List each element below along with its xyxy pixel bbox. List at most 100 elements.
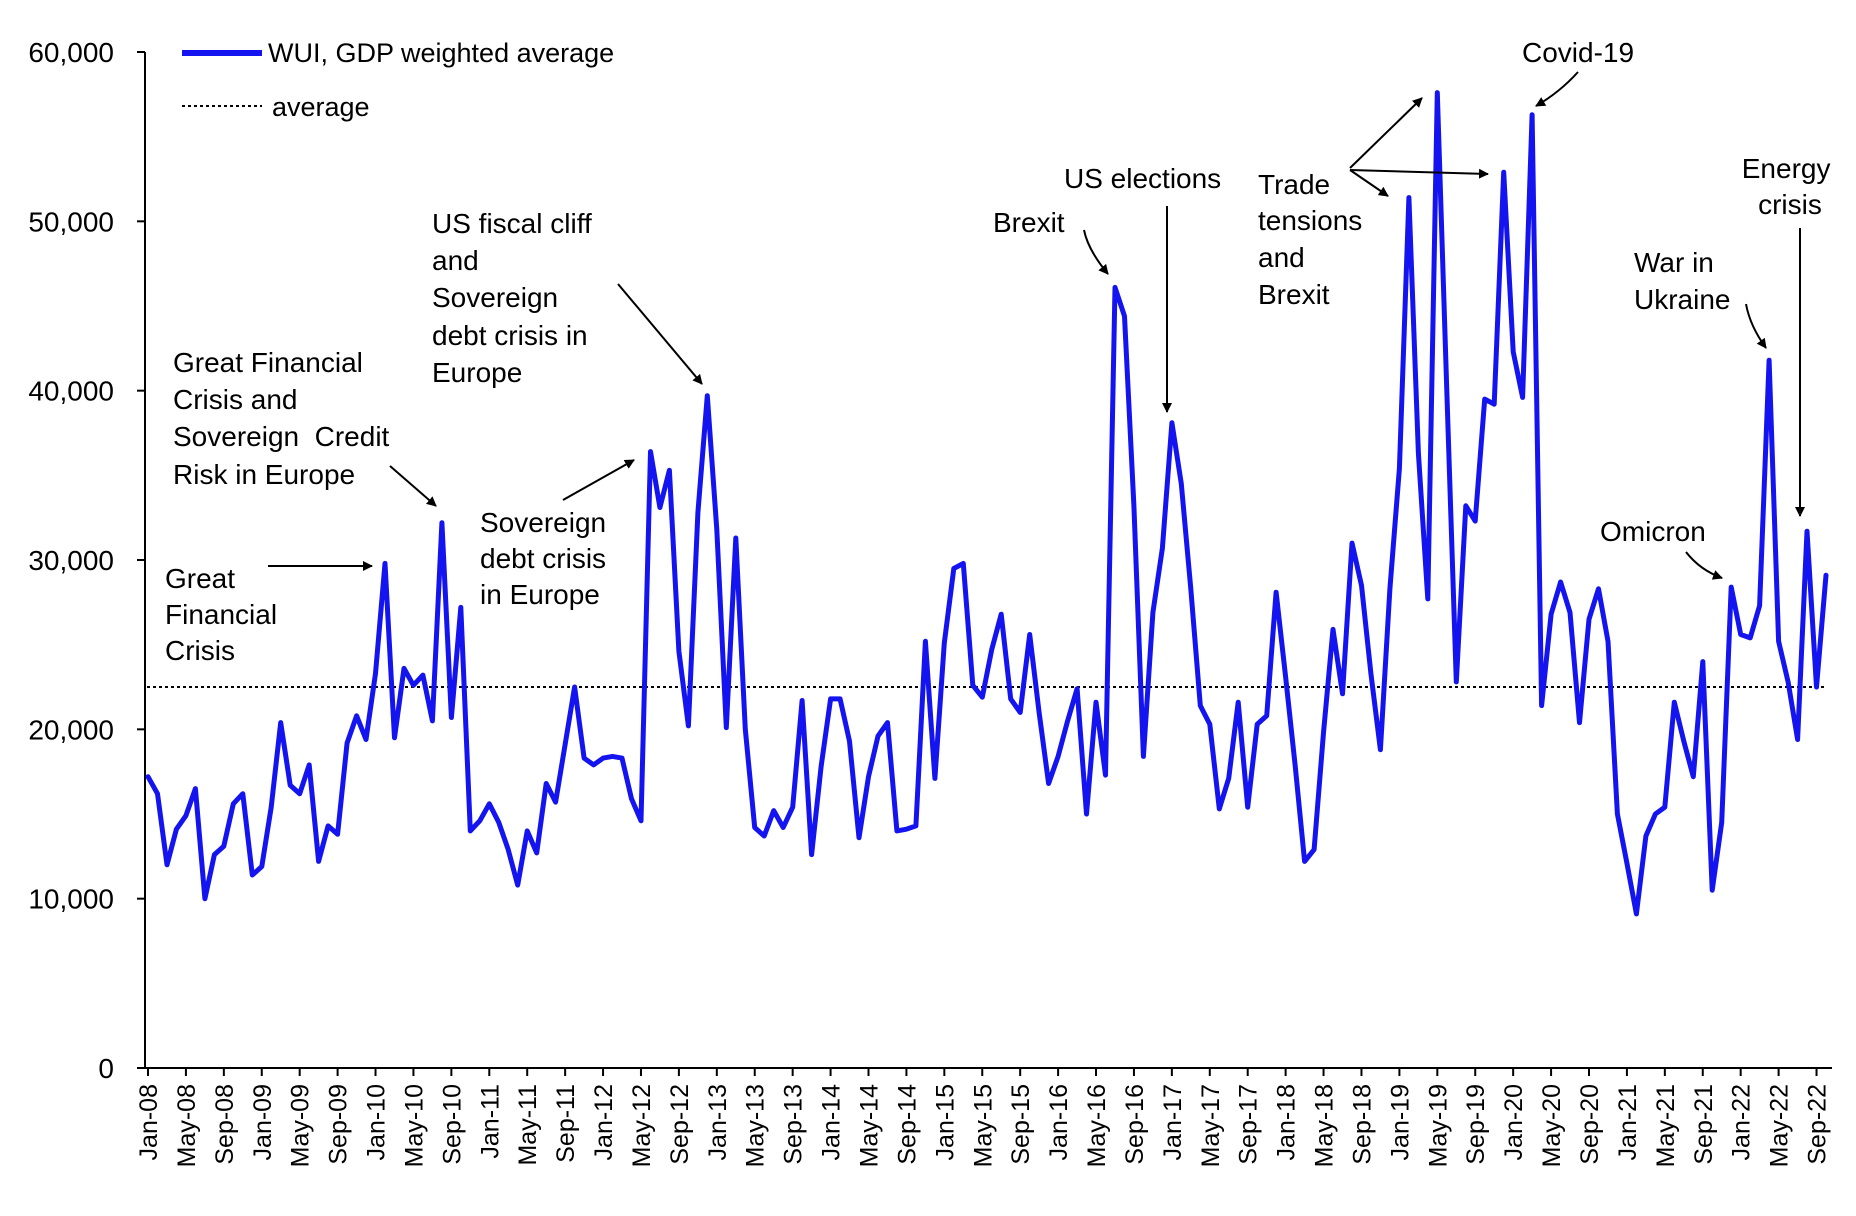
annotation-usfc-line-1: US fiscal cliff <box>432 208 592 239</box>
annotation-sd-arrow <box>562 459 635 501</box>
x-tick-label: May-20 <box>1538 1084 1566 1167</box>
x-tick-label: Jan-19 <box>1386 1084 1414 1160</box>
x-ticks: Jan-08 May-08 Sep-08 Jan-09 May-09 Sep-09 Jan-… <box>135 1068 1832 1167</box>
annotation-brexit-arrow <box>1083 229 1109 275</box>
x-tick-label: May-09 <box>287 1084 315 1167</box>
x-tick-label: May-10 <box>400 1084 428 1167</box>
x-tick-label: May-22 <box>1766 1084 1794 1167</box>
annotation-sd-line-2: debt crisis <box>480 543 606 574</box>
annotation-gfcsc-line-1: Great Financial <box>173 347 363 378</box>
series-group <box>145 90 1829 917</box>
x-tick-label: Jan-11 <box>476 1084 504 1159</box>
annotation-trade-tensions: Trade tensions and Brexit <box>1258 97 1489 310</box>
annotation-us-elections: US elections <box>1064 163 1221 413</box>
annotation-brexit-line-1: Brexit <box>993 207 1065 238</box>
x-tick-label: Sep-13 <box>780 1084 808 1165</box>
x-tick-label: Jan-12 <box>590 1084 618 1160</box>
annotation-omicron: Omicron <box>1600 516 1723 580</box>
annotation-covid-line-1: Covid-19 <box>1522 37 1634 68</box>
x-tick-label: May-21 <box>1652 1084 1680 1167</box>
annotation-tt-line-3: and <box>1258 242 1305 273</box>
axes <box>144 52 1832 1069</box>
annotation-covid: Covid-19 <box>1522 37 1634 107</box>
x-tick-label: Sep-20 <box>1576 1084 1604 1165</box>
annotation-tt-line-4: Brexit <box>1258 279 1330 310</box>
svg-text:Omicron: Omicron <box>1600 516 1706 547</box>
x-tick-label: May-14 <box>855 1084 883 1167</box>
x-tick-label: Sep-15 <box>1007 1084 1035 1165</box>
annotation-great-financial-crisis: Great Financial Crisis <box>165 561 373 666</box>
annotation-wu-line-2: Ukraine <box>1634 284 1730 315</box>
x-tick-label: Jan-13 <box>704 1084 732 1160</box>
annotation-use-line-1: US elections <box>1064 163 1221 194</box>
annotation-tt-line-2: tensions <box>1258 205 1362 236</box>
svg-text:Trade tensions: Trade tensions and Brexit <box>1258 169 1370 310</box>
svg-text:US fiscal cliff and: US fiscal cliff and Sovereign debt crisi… <box>432 208 600 388</box>
x-tick-label: May-12 <box>628 1084 656 1167</box>
x-tick-label: May-08 <box>173 1084 201 1167</box>
series-line-wui <box>145 90 1829 917</box>
annotation-tt-arrow-2 <box>1349 168 1489 179</box>
annotation-gfcsc-arrow <box>389 465 437 507</box>
annotation-gfcsc-line-3: Sovereign Credit <box>173 421 390 452</box>
annotation-us-fiscal-cliff: US fiscal cliff and Sovereign debt crisi… <box>432 208 703 388</box>
x-tick-label: May-19 <box>1424 1084 1452 1167</box>
x-tick-label: Sep-09 <box>325 1084 353 1165</box>
x-tick-label: May-16 <box>1083 1084 1111 1167</box>
x-tick-label: Sep-14 <box>893 1084 921 1165</box>
x-tick-label: Sep-17 <box>1235 1084 1263 1165</box>
x-tick-label: Jan-20 <box>1500 1084 1528 1160</box>
y-ticks: 0 10,000 20,000 30,000 40,000 50,000 60,000 <box>28 37 145 1084</box>
y-tick-label: 40,000 <box>28 376 114 407</box>
x-tick-label: Sep-16 <box>1121 1084 1149 1165</box>
legend-label-wui: WUI, GDP weighted average <box>268 38 614 68</box>
x-tick-label: Jan-18 <box>1273 1084 1301 1160</box>
svg-text:Energy crisis: Energy crisis <box>1742 153 1839 220</box>
x-tick-label: Sep-10 <box>438 1084 466 1165</box>
annotation-omicron-arrow <box>1685 551 1723 580</box>
y-tick-label: 0 <box>98 1053 114 1084</box>
x-tick-label: Jan-17 <box>1159 1084 1187 1160</box>
x-tick-label: May-18 <box>1311 1084 1339 1167</box>
y-tick-label: 60,000 <box>28 37 114 68</box>
x-tick-label: Jan-16 <box>1045 1084 1073 1160</box>
annotation-covid-arrow <box>1535 71 1579 107</box>
annotation-wu-line-1: War in <box>1634 247 1714 278</box>
legend: WUI, GDP weighted average average <box>182 38 614 122</box>
annotation-sd-line-1: Sovereign <box>480 507 606 538</box>
x-tick-label: Jan-10 <box>363 1084 391 1160</box>
annotation-omicron-line-1: Omicron <box>1600 516 1706 547</box>
svg-text:War in Ukraine: War in Ukraine <box>1634 247 1730 315</box>
svg-text:Brexit: Brexit <box>993 207 1065 238</box>
svg-text:Covid-19: Covid-19 <box>1522 37 1634 68</box>
x-tick-label: May-15 <box>969 1084 997 1167</box>
y-tick-label: 20,000 <box>28 714 114 745</box>
y-tick-label: 50,000 <box>28 206 114 237</box>
annotation-ec-line-2: crisis <box>1758 189 1822 220</box>
x-tick-label: Jan-09 <box>249 1084 277 1160</box>
x-tick-label: Jan-14 <box>818 1084 846 1161</box>
annotation-brexit: Brexit <box>993 207 1109 275</box>
annotation-gfc-line-2: Financial <box>165 599 277 630</box>
annotation-tt-line-1: Trade <box>1258 169 1330 200</box>
annotation-sd-line-3: in Europe <box>480 579 600 610</box>
x-tick-label: Sep-11 <box>552 1084 580 1163</box>
annotation-war-ukraine: War in Ukraine <box>1634 247 1767 349</box>
annotation-gfcsc-line-2: Crisis and <box>173 384 297 415</box>
x-tick-label: Jan-15 <box>931 1084 959 1160</box>
svg-text:US elections: US elections <box>1064 163 1221 194</box>
svg-text:Great Financial Crisis: Great Financial Crisis and Sovereign Cre… <box>173 347 397 490</box>
annotation-wu-arrow <box>1745 303 1767 349</box>
svg-text:Sovereign debt crisis: Sovereign debt crisis in Europe <box>480 507 614 610</box>
x-tick-label: Sep-22 <box>1804 1084 1832 1165</box>
y-tick-label: 10,000 <box>28 884 114 915</box>
annotation-usfc-arrow <box>617 283 703 385</box>
x-tick-label: Jan-22 <box>1728 1084 1756 1160</box>
annotation-usfc-line-2: and <box>432 245 479 276</box>
annotation-usfc-line-3: Sovereign <box>432 282 558 313</box>
annotations: Great Financial Crisis Great Financial C… <box>165 37 1839 666</box>
x-tick-label: Sep-08 <box>211 1084 239 1165</box>
annotation-ec-line-1: Energy <box>1742 153 1831 184</box>
annotation-energy-crisis: Energy crisis <box>1742 153 1839 517</box>
annotation-tt-arrow-3 <box>1349 169 1389 197</box>
